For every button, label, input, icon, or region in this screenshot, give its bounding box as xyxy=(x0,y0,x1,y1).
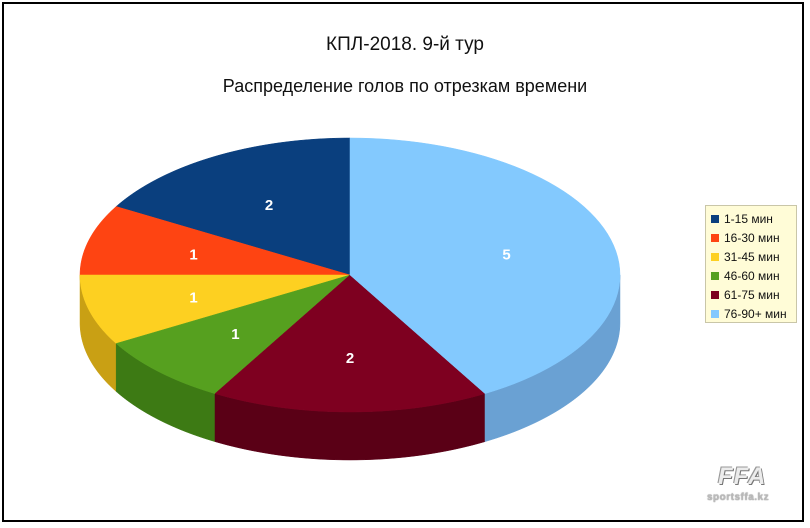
legend-swatch xyxy=(711,214,719,223)
watermark-site: sportsffa.kz xyxy=(707,492,770,503)
pie-slice-31-45 мин xyxy=(79,274,351,344)
chart-subtitle: Распределение голов по отрезкам времени xyxy=(222,76,588,96)
pie-slice-61-75 мин xyxy=(214,274,486,413)
data-label: 2 xyxy=(265,197,273,214)
legend-label: 46-60 мин xyxy=(724,268,780,283)
legend-item: 61-75 мин xyxy=(711,285,796,304)
legend-item: 1-15 мин xyxy=(711,209,796,228)
legend-swatch xyxy=(711,271,719,280)
data-label: 5 xyxy=(502,247,510,264)
legend-label: 31-45 мин xyxy=(724,249,780,264)
legend-swatch xyxy=(711,309,719,318)
legend-label: 76-90+ мин xyxy=(724,306,787,321)
chart-title: КПЛ-2018. 9-й тур xyxy=(326,34,484,55)
legend-swatch xyxy=(711,233,719,242)
legend-label: 1-15 мин xyxy=(724,211,773,226)
data-label: 2 xyxy=(346,350,354,367)
legend-label: 61-75 мин xyxy=(724,287,780,302)
legend-item: 31-45 мин xyxy=(711,247,796,266)
pie-sides xyxy=(79,274,621,461)
legend-item: 76-90+ мин xyxy=(711,304,796,323)
data-label: 1 xyxy=(189,289,197,306)
pie-slice-76-90+ мин xyxy=(349,137,621,394)
pie-slice-46-60 мин xyxy=(115,274,351,394)
legend-item: 46-60 мин xyxy=(711,266,796,285)
watermark-logo: FFA xyxy=(718,463,767,490)
legend-label: 16-30 мин xyxy=(724,230,780,245)
data-label: 1 xyxy=(231,326,239,343)
legend-swatch xyxy=(711,290,719,299)
data-label: 1 xyxy=(189,247,197,264)
legend-item: 16-30 мин xyxy=(711,228,796,247)
pie-slice-16-30 мин xyxy=(79,206,351,276)
chart-legend: 1-15 мин 16-30 мин 31-45 мин 46-60 мин 61-75… xyxy=(705,205,797,323)
legend-swatch xyxy=(711,252,719,261)
pie-slice-1-15 мин xyxy=(115,137,351,276)
